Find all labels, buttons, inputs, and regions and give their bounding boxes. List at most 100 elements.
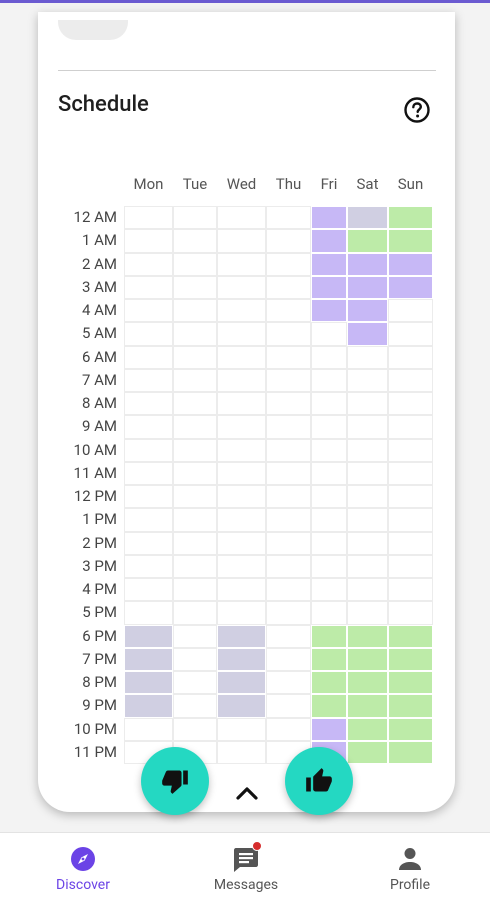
schedule-cell[interactable] bbox=[388, 578, 433, 602]
schedule-cell[interactable] bbox=[266, 322, 311, 346]
schedule-cell[interactable] bbox=[388, 368, 433, 392]
schedule-cell[interactable] bbox=[173, 461, 217, 485]
schedule-cell[interactable] bbox=[173, 229, 217, 253]
schedule-cell[interactable] bbox=[347, 717, 388, 741]
schedule-cell[interactable] bbox=[124, 624, 173, 648]
schedule-cell[interactable] bbox=[347, 647, 388, 671]
schedule-cell[interactable] bbox=[173, 508, 217, 532]
schedule-cell[interactable] bbox=[124, 252, 173, 276]
schedule-cell[interactable] bbox=[124, 647, 173, 671]
schedule-cell[interactable] bbox=[124, 485, 173, 509]
schedule-cell[interactable] bbox=[124, 392, 173, 416]
schedule-cell[interactable] bbox=[124, 671, 173, 695]
schedule-cell[interactable] bbox=[311, 717, 347, 741]
schedule-cell[interactable] bbox=[266, 671, 311, 695]
schedule-cell[interactable] bbox=[388, 740, 433, 764]
schedule-cell[interactable] bbox=[311, 461, 347, 485]
schedule-cell[interactable] bbox=[266, 252, 311, 276]
schedule-cell[interactable] bbox=[266, 345, 311, 369]
schedule-cell[interactable] bbox=[347, 252, 388, 276]
schedule-cell[interactable] bbox=[266, 438, 311, 462]
schedule-cell[interactable] bbox=[266, 508, 311, 532]
schedule-cell[interactable] bbox=[388, 322, 433, 346]
schedule-cell[interactable] bbox=[217, 671, 266, 695]
chevron-up-icon[interactable] bbox=[233, 782, 261, 804]
schedule-cell[interactable] bbox=[217, 485, 266, 509]
nav-discover[interactable]: Discover bbox=[28, 841, 138, 897]
schedule-cell[interactable] bbox=[388, 717, 433, 741]
schedule-cell[interactable] bbox=[347, 299, 388, 323]
dislike-button[interactable] bbox=[141, 747, 209, 815]
schedule-cell[interactable] bbox=[124, 206, 173, 230]
schedule-cell[interactable] bbox=[124, 322, 173, 346]
schedule-cell[interactable] bbox=[217, 368, 266, 392]
schedule-cell[interactable] bbox=[388, 508, 433, 532]
schedule-cell[interactable] bbox=[347, 206, 388, 230]
schedule-cell[interactable] bbox=[266, 578, 311, 602]
schedule-cell[interactable] bbox=[311, 322, 347, 346]
schedule-cell[interactable] bbox=[347, 740, 388, 764]
schedule-cell[interactable] bbox=[173, 206, 217, 230]
schedule-cell[interactable] bbox=[266, 531, 311, 555]
schedule-cell[interactable] bbox=[266, 229, 311, 253]
schedule-cell[interactable] bbox=[266, 717, 311, 741]
schedule-cell[interactable] bbox=[217, 601, 266, 625]
schedule-cell[interactable] bbox=[388, 415, 433, 439]
schedule-cell[interactable] bbox=[311, 252, 347, 276]
schedule-cell[interactable] bbox=[217, 531, 266, 555]
schedule-cell[interactable] bbox=[124, 415, 173, 439]
schedule-cell[interactable] bbox=[124, 508, 173, 532]
schedule-cell[interactable] bbox=[173, 392, 217, 416]
schedule-cell[interactable] bbox=[124, 531, 173, 555]
schedule-cell[interactable] bbox=[266, 368, 311, 392]
schedule-cell[interactable] bbox=[388, 485, 433, 509]
schedule-cell[interactable] bbox=[311, 671, 347, 695]
schedule-cell[interactable] bbox=[124, 601, 173, 625]
schedule-cell[interactable] bbox=[173, 438, 217, 462]
schedule-cell[interactable] bbox=[266, 485, 311, 509]
help-circle-icon[interactable] bbox=[403, 96, 431, 124]
schedule-cell[interactable] bbox=[173, 322, 217, 346]
schedule-cell[interactable] bbox=[388, 299, 433, 323]
schedule-cell[interactable] bbox=[173, 671, 217, 695]
schedule-cell[interactable] bbox=[347, 578, 388, 602]
schedule-cell[interactable] bbox=[173, 299, 217, 323]
schedule-cell[interactable] bbox=[266, 554, 311, 578]
schedule-cell[interactable] bbox=[388, 275, 433, 299]
schedule-cell[interactable] bbox=[124, 694, 173, 718]
schedule-cell[interactable] bbox=[173, 601, 217, 625]
schedule-cell[interactable] bbox=[173, 554, 217, 578]
schedule-cell[interactable] bbox=[173, 717, 217, 741]
schedule-cell[interactable] bbox=[173, 578, 217, 602]
schedule-cell[interactable] bbox=[124, 717, 173, 741]
schedule-cell[interactable] bbox=[388, 671, 433, 695]
schedule-cell[interactable] bbox=[266, 601, 311, 625]
schedule-cell[interactable] bbox=[217, 740, 266, 764]
schedule-cell[interactable] bbox=[388, 438, 433, 462]
schedule-cell[interactable] bbox=[347, 392, 388, 416]
schedule-cell[interactable] bbox=[124, 299, 173, 323]
schedule-cell[interactable] bbox=[388, 252, 433, 276]
nav-messages[interactable]: Messages bbox=[191, 841, 301, 897]
schedule-cell[interactable] bbox=[266, 624, 311, 648]
nav-profile[interactable]: Profile bbox=[355, 841, 465, 897]
schedule-cell[interactable] bbox=[217, 322, 266, 346]
schedule-cell[interactable] bbox=[173, 275, 217, 299]
schedule-cell[interactable] bbox=[347, 601, 388, 625]
schedule-cell[interactable] bbox=[347, 438, 388, 462]
schedule-cell[interactable] bbox=[347, 531, 388, 555]
schedule-cell[interactable] bbox=[173, 345, 217, 369]
schedule-cell[interactable] bbox=[266, 275, 311, 299]
schedule-cell[interactable] bbox=[266, 694, 311, 718]
like-button[interactable] bbox=[285, 747, 353, 815]
schedule-cell[interactable] bbox=[217, 461, 266, 485]
schedule-cell[interactable] bbox=[388, 461, 433, 485]
schedule-cell[interactable] bbox=[388, 601, 433, 625]
schedule-cell[interactable] bbox=[217, 624, 266, 648]
schedule-cell[interactable] bbox=[388, 229, 433, 253]
schedule-cell[interactable] bbox=[173, 531, 217, 555]
schedule-cell[interactable] bbox=[266, 647, 311, 671]
schedule-cell[interactable] bbox=[388, 647, 433, 671]
schedule-cell[interactable] bbox=[311, 206, 347, 230]
schedule-cell[interactable] bbox=[347, 415, 388, 439]
